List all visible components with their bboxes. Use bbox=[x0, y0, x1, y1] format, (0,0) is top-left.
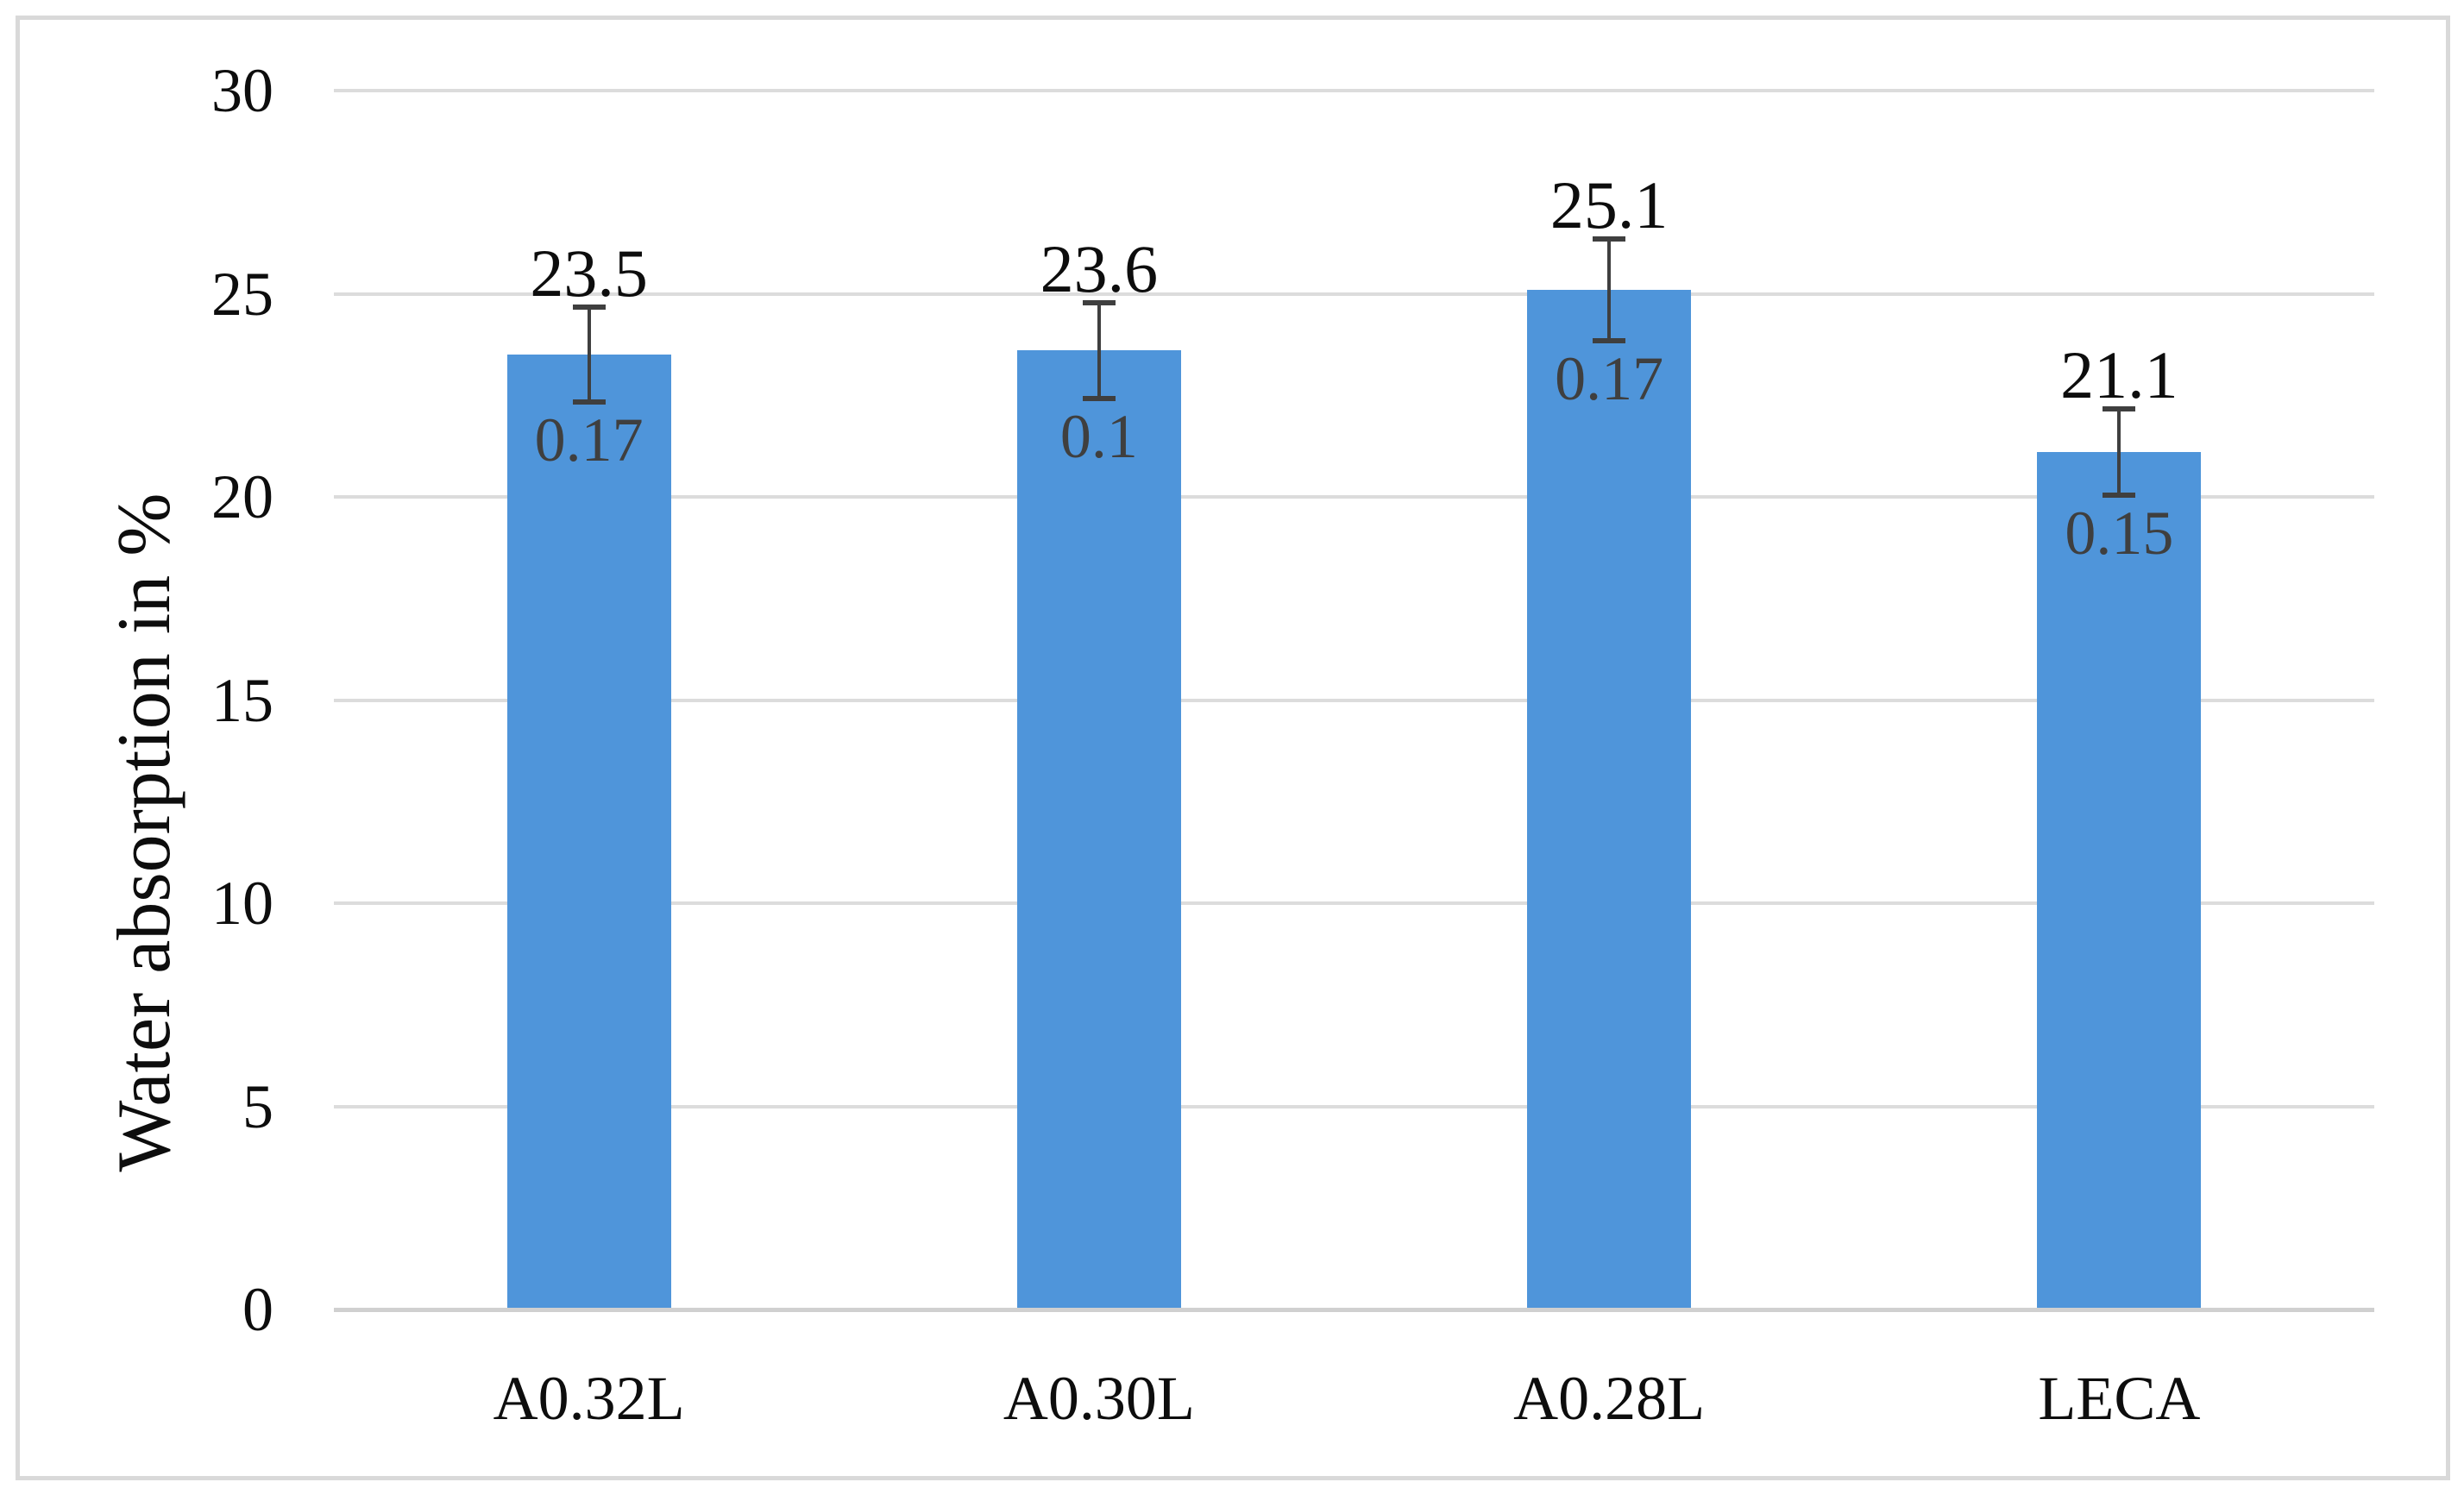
error-bar-cap-bottom-A0.32L bbox=[572, 399, 606, 405]
error-bar-cap-top-A0.30L bbox=[1082, 299, 1116, 305]
x-tick-label-LECA: LECA bbox=[2038, 1364, 2201, 1433]
gridline-30 bbox=[334, 89, 2374, 92]
x-tick-label-A0.28L: A0.28L bbox=[1513, 1364, 1706, 1433]
error-bar-line-LECA bbox=[2117, 409, 2121, 495]
error-bar-cap-top-LECA bbox=[2103, 406, 2136, 412]
error-value-label-LECA: 0.15 bbox=[2065, 498, 2174, 568]
error-value-label-A0.32L: 0.17 bbox=[534, 405, 644, 475]
y-tick-label-25: 25 bbox=[211, 259, 273, 329]
data-label-A0.28L: 25.1 bbox=[1549, 166, 1669, 242]
bar-LECA bbox=[2037, 452, 2202, 1309]
error-bar-line-A0.30L bbox=[1097, 302, 1101, 399]
gridline-25 bbox=[334, 292, 2374, 296]
y-tick-label-30: 30 bbox=[211, 56, 273, 125]
data-label-LECA: 21.1 bbox=[2060, 337, 2178, 413]
error-bar-cap-bottom-LECA bbox=[2103, 492, 2136, 498]
gridline-15 bbox=[334, 698, 2374, 702]
y-tick-label-10: 10 bbox=[211, 869, 273, 938]
bar-A0.32L bbox=[506, 355, 671, 1309]
x-tick-label-A0.32L: A0.32L bbox=[493, 1364, 685, 1433]
y-axis-title: Water absorption in % bbox=[103, 493, 186, 1172]
error-value-label-A0.30L: 0.1 bbox=[1059, 402, 1138, 472]
error-bar-cap-bottom-A0.30L bbox=[1082, 396, 1116, 402]
error-bar-cap-top-A0.32L bbox=[572, 304, 606, 310]
gridline-20 bbox=[334, 495, 2374, 499]
y-tick-label-5: 5 bbox=[242, 1071, 273, 1141]
y-tick-label-20: 20 bbox=[211, 462, 273, 531]
gridline-5 bbox=[334, 1104, 2374, 1108]
error-bar-line-A0.32L bbox=[587, 306, 591, 403]
y-tick-label-15: 15 bbox=[211, 665, 273, 735]
figure-border bbox=[16, 16, 2450, 1480]
bar-A0.28L bbox=[1527, 289, 1692, 1309]
error-bar-line-A0.28L bbox=[1607, 238, 1612, 341]
x-axis-line bbox=[334, 1308, 2374, 1312]
bar-A0.30L bbox=[1016, 350, 1181, 1309]
data-label-A0.32L: 23.5 bbox=[530, 235, 648, 311]
data-label-A0.30L: 23.6 bbox=[1040, 230, 1159, 306]
error-bar-cap-bottom-A0.28L bbox=[1593, 337, 1626, 343]
x-tick-label-A0.30L: A0.30L bbox=[1003, 1364, 1195, 1433]
y-tick-label-0: 0 bbox=[242, 1275, 273, 1344]
error-value-label-A0.28L: 0.17 bbox=[1555, 343, 1664, 413]
error-bar-cap-top-A0.28L bbox=[1593, 236, 1626, 242]
gridline-10 bbox=[334, 901, 2374, 905]
